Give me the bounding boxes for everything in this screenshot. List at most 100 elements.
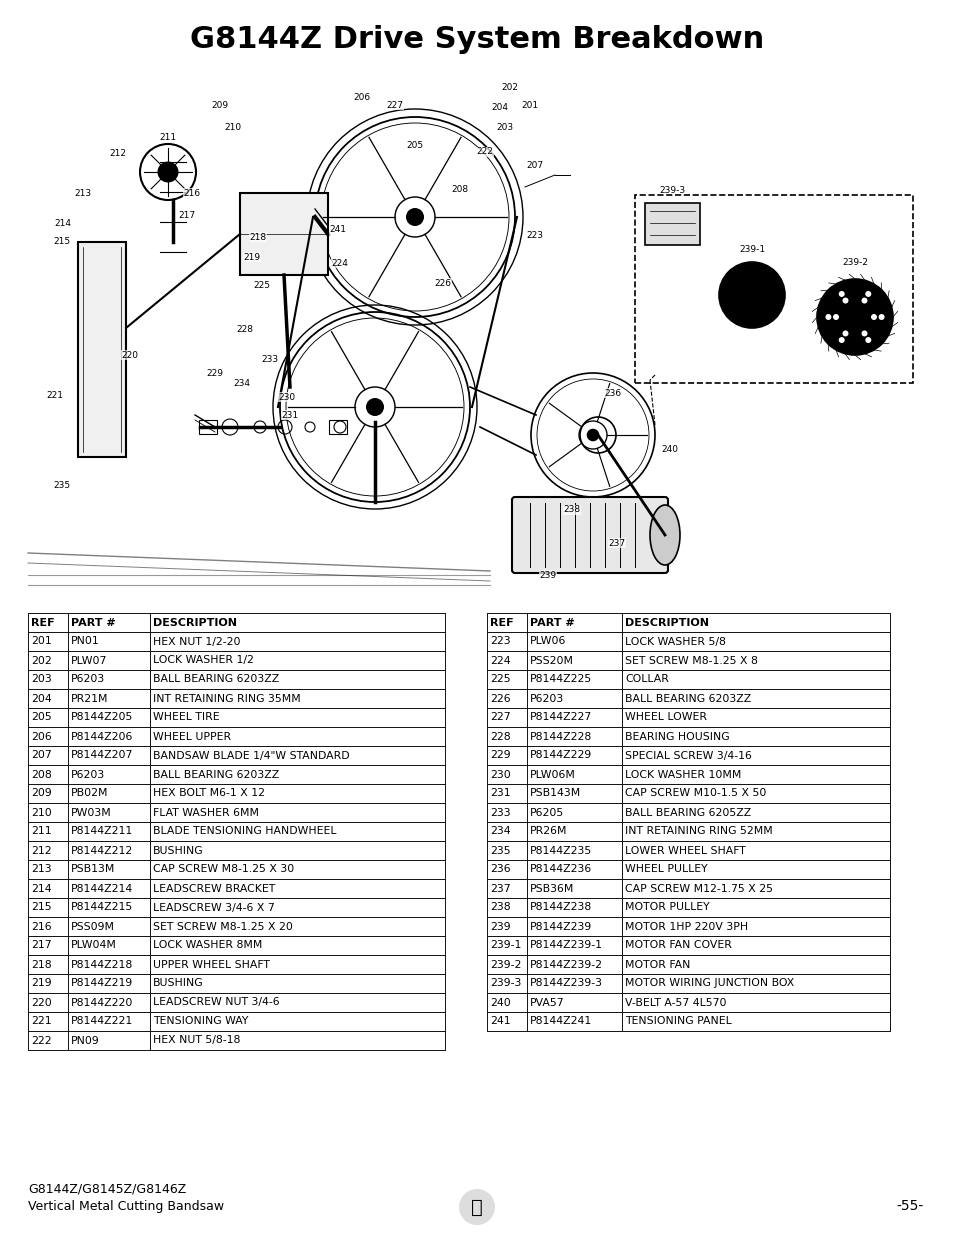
Text: 206: 206	[30, 731, 51, 741]
Text: 202: 202	[501, 83, 518, 91]
Text: LOCK WASHER 5/8: LOCK WASHER 5/8	[624, 636, 725, 646]
Text: P8144Z235: P8144Z235	[530, 846, 592, 856]
Text: -55-: -55-	[896, 1199, 923, 1213]
Bar	[28, 823, 68, 841]
Bar	[28, 993, 68, 1011]
Text: CAP SCREW M8-1.25 X 30: CAP SCREW M8-1.25 X 30	[152, 864, 294, 874]
Text: 205: 205	[406, 141, 423, 149]
Bar	[28, 764, 68, 784]
Bar	[621, 841, 889, 860]
Bar	[486, 746, 526, 764]
Bar	[486, 936, 889, 955]
Bar	[526, 918, 621, 936]
Text: 239: 239	[538, 571, 556, 579]
Text: V-BELT A-57 4L570: V-BELT A-57 4L570	[624, 998, 726, 1008]
Bar	[621, 993, 889, 1011]
Bar	[28, 613, 68, 632]
Text: 209: 209	[212, 100, 229, 110]
Text: 241: 241	[490, 1016, 510, 1026]
Bar	[150, 955, 444, 974]
Text: MOTOR PULLEY: MOTOR PULLEY	[624, 903, 709, 913]
Text: PART #: PART #	[530, 618, 574, 627]
Bar	[68, 727, 150, 746]
Text: MOTOR WIRING JUNCTION BOX: MOTOR WIRING JUNCTION BOX	[624, 978, 794, 988]
Bar	[28, 784, 444, 803]
Text: 231: 231	[490, 788, 510, 799]
Bar	[28, 898, 444, 918]
Bar	[28, 955, 68, 974]
Text: P8144Z205: P8144Z205	[71, 713, 133, 722]
Text: WHEEL PULLEY: WHEEL PULLEY	[624, 864, 707, 874]
Bar	[28, 936, 444, 955]
Bar	[78, 242, 126, 457]
Bar	[28, 746, 444, 764]
Text: 236: 236	[490, 864, 510, 874]
Text: 233: 233	[490, 808, 510, 818]
Bar	[28, 993, 444, 1011]
Bar	[486, 898, 889, 918]
Text: P8144Z228: P8144Z228	[530, 731, 592, 741]
Bar	[28, 918, 444, 936]
Circle shape	[824, 314, 830, 320]
Text: 🐻: 🐻	[471, 1198, 482, 1216]
Text: 224: 224	[332, 258, 348, 268]
Bar	[621, 879, 889, 898]
Bar	[28, 746, 68, 764]
Text: WHEEL UPPER: WHEEL UPPER	[152, 731, 231, 741]
Bar	[28, 1011, 68, 1031]
Text: PLW07: PLW07	[71, 656, 108, 666]
Circle shape	[870, 314, 876, 320]
Text: P8144Z227: P8144Z227	[530, 713, 592, 722]
Bar	[621, 1011, 889, 1031]
Text: 218: 218	[249, 232, 266, 242]
Bar	[28, 823, 444, 841]
Text: P8144Z218: P8144Z218	[71, 960, 133, 969]
Bar	[68, 1011, 150, 1031]
Text: 215: 215	[53, 237, 71, 247]
Text: PN09: PN09	[71, 1035, 100, 1046]
Bar	[150, 1031, 444, 1050]
Bar	[644, 203, 700, 245]
Text: 221: 221	[47, 390, 64, 399]
Text: 228: 228	[490, 731, 510, 741]
Bar	[486, 803, 889, 823]
Text: LOCK WASHER 10MM: LOCK WASHER 10MM	[624, 769, 740, 779]
Text: 204: 204	[491, 103, 508, 111]
Bar	[28, 764, 444, 784]
Text: 219: 219	[30, 978, 51, 988]
Text: TENSIONING PANEL: TENSIONING PANEL	[624, 1016, 731, 1026]
Bar	[486, 651, 889, 671]
Bar	[621, 936, 889, 955]
Text: 240: 240	[660, 446, 678, 454]
Text: G8144Z/G8145Z/G8146Z
Vertical Metal Cutting Bandsaw: G8144Z/G8145Z/G8146Z Vertical Metal Cutt…	[28, 1183, 224, 1213]
Text: P8144Z219: P8144Z219	[71, 978, 133, 988]
Bar	[486, 784, 889, 803]
Text: 207: 207	[526, 161, 543, 169]
Text: PLW06M: PLW06M	[530, 769, 576, 779]
Text: P8144Z221: P8144Z221	[71, 1016, 133, 1026]
Bar	[150, 993, 444, 1011]
Text: 222: 222	[476, 147, 493, 157]
Text: PSS20M: PSS20M	[530, 656, 574, 666]
Text: P8144Z214: P8144Z214	[71, 883, 133, 893]
Text: 215: 215	[30, 903, 51, 913]
Text: 213: 213	[30, 864, 51, 874]
Bar	[28, 727, 68, 746]
Text: PW03M: PW03M	[71, 808, 112, 818]
Bar	[486, 974, 526, 993]
Bar	[621, 671, 889, 689]
Bar	[486, 841, 889, 860]
Text: 239-2: 239-2	[490, 960, 521, 969]
Bar	[486, 993, 526, 1011]
Text: BALL BEARING 6203ZZ: BALL BEARING 6203ZZ	[152, 674, 279, 684]
Text: 202: 202	[30, 656, 51, 666]
Text: BUSHING: BUSHING	[152, 846, 203, 856]
Text: LOWER WHEEL SHAFT: LOWER WHEEL SHAFT	[624, 846, 745, 856]
Text: TENSIONING WAY: TENSIONING WAY	[152, 1016, 248, 1026]
Bar	[526, 651, 621, 671]
Bar	[486, 727, 526, 746]
Text: 222: 222	[30, 1035, 51, 1046]
Bar	[486, 1011, 526, 1031]
Text: 217: 217	[30, 941, 51, 951]
Bar	[28, 974, 68, 993]
